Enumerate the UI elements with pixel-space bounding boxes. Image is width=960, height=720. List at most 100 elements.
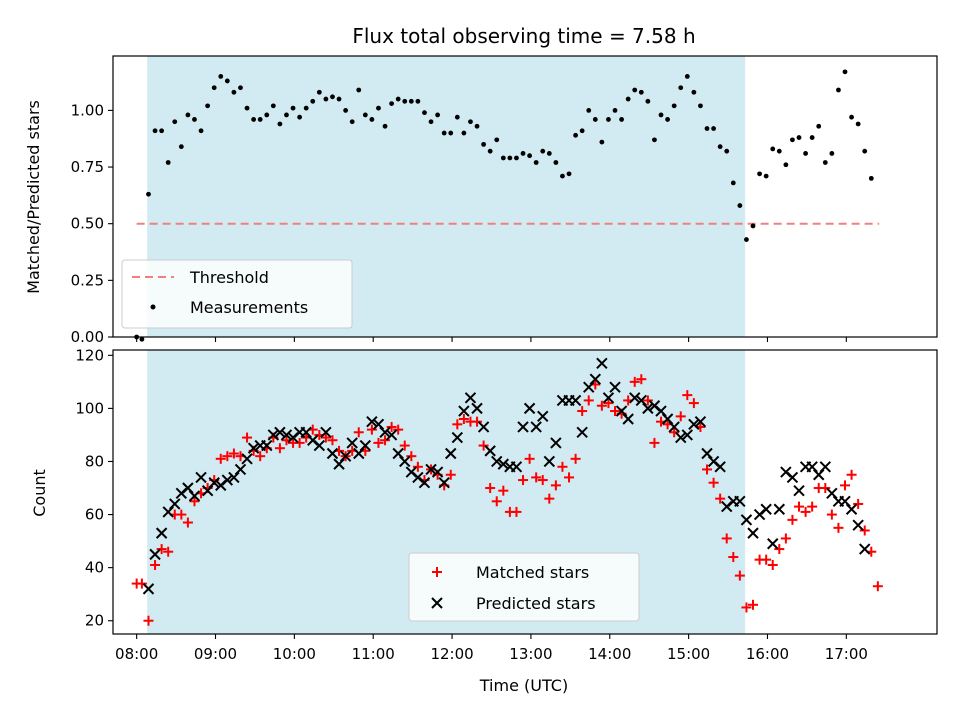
- predicted-star-point: [767, 538, 779, 550]
- measurement-point: [369, 117, 375, 122]
- measurement-point: [711, 126, 716, 131]
- x-tick-label: 10:00: [273, 645, 316, 663]
- measurement-point: [435, 112, 441, 118]
- predicted-star-point: [491, 455, 503, 468]
- matched-star-point: [853, 498, 864, 509]
- x-tick-label: 08:00: [115, 645, 158, 663]
- predicted-star-point: [576, 426, 588, 438]
- x-tick-label: 14:00: [588, 645, 631, 663]
- measurement-point: [481, 141, 487, 147]
- chart-title: Flux total observing time = 7.58 h: [352, 24, 695, 48]
- predicted-star-point: [188, 490, 201, 502]
- top-y-axis-label: Matched/Predicted stars: [24, 100, 43, 294]
- top-y-tick-label: 0.75: [71, 158, 104, 176]
- measurement-point: [356, 87, 362, 93]
- measurement-point: [724, 148, 730, 154]
- top-legend-box: [121, 259, 353, 329]
- predicted-star-point: [786, 471, 799, 484]
- measurement-point: [211, 85, 217, 91]
- predicted-star-point: [740, 514, 753, 526]
- matched-star-point: [570, 453, 581, 464]
- matched-star-point: [255, 451, 266, 462]
- measurement-point: [849, 114, 854, 120]
- measurement-point: [468, 119, 473, 125]
- matched-star-point: [294, 437, 305, 448]
- predicted-star-point: [431, 466, 444, 478]
- predicted-star-point: [221, 474, 234, 486]
- measurement-point: [395, 96, 401, 102]
- x-tick-label: 12:00: [430, 645, 473, 663]
- matched-star-point: [491, 496, 502, 507]
- measurement-point: [448, 130, 454, 136]
- matched-star-point: [610, 406, 621, 417]
- matched-star-point: [380, 435, 391, 446]
- x-tick-label: 09:00: [194, 645, 237, 663]
- top-y-axis-ticks: 0.00 0.25 0.50 0.75 1.00: [71, 101, 113, 346]
- matched-star-point: [156, 544, 167, 555]
- measurement-point: [290, 105, 296, 111]
- matched-star-point: [787, 514, 798, 525]
- measurement-point: [277, 121, 283, 127]
- measurement-point: [665, 117, 670, 122]
- measurement-point: [514, 155, 519, 161]
- matched-star-point: [150, 559, 161, 570]
- measurement-point: [579, 128, 585, 134]
- matched-star-point: [583, 395, 594, 406]
- measurement-point: [560, 173, 565, 179]
- bottom-plot-frame: [112, 349, 938, 635]
- measurement-point: [691, 89, 697, 95]
- measurement-point: [730, 180, 736, 186]
- measurement-point: [632, 87, 638, 93]
- measurement-point: [717, 144, 723, 150]
- predicted-star-point: [845, 503, 858, 515]
- predicted-star-point: [668, 421, 680, 433]
- matched-star-point: [846, 469, 857, 480]
- measurement-point: [822, 160, 828, 165]
- matched-star-point: [518, 475, 529, 486]
- measurement-point: [704, 126, 710, 131]
- predicted-star-point: [261, 439, 273, 452]
- measurement-point: [428, 119, 434, 125]
- predicted-star-point: [464, 392, 477, 404]
- measurement-point: [638, 89, 644, 95]
- predicted-star-point: [517, 421, 529, 433]
- matched-star-point: [478, 440, 489, 451]
- predicted-star-point: [734, 495, 746, 507]
- matched-star-point: [702, 464, 713, 475]
- matched-star-point: [498, 485, 509, 496]
- predicted-star-point: [385, 429, 398, 441]
- matched-star-point: [537, 475, 548, 486]
- measurement-point: [855, 121, 861, 127]
- matched-star-point: [642, 395, 653, 406]
- matched-star-point: [688, 398, 699, 409]
- predicted-star-point: [694, 415, 707, 428]
- measurement-point: [868, 175, 874, 181]
- matched-star-point: [182, 517, 193, 528]
- predicted-star-point: [451, 431, 464, 444]
- matched-star-point: [721, 533, 732, 544]
- predicted-star-point: [339, 450, 352, 462]
- matched-star-point: [274, 443, 285, 454]
- matched-star-point: [820, 483, 831, 494]
- predicted-star-point: [569, 394, 582, 407]
- measurement-point: [757, 171, 762, 177]
- measurement-point: [323, 96, 329, 102]
- predicted-star-point: [793, 484, 805, 497]
- predicted-star-point: [760, 503, 772, 515]
- measurement-point: [231, 89, 237, 95]
- predicted-star-point: [497, 458, 510, 470]
- measurement-point: [284, 112, 289, 118]
- measurement-point: [152, 128, 158, 134]
- predicted-star-point: [471, 402, 483, 415]
- measurement-point: [776, 148, 782, 154]
- measurement-point: [389, 101, 395, 106]
- predicted-star-point: [234, 463, 247, 476]
- legend-predicted-swatch: [431, 597, 443, 609]
- top-y-tick-label: 1.00: [71, 101, 104, 119]
- predicted-star-point: [320, 426, 332, 438]
- measurement-point: [796, 135, 802, 140]
- predicted-star-point: [510, 461, 523, 473]
- predicted-star-point: [852, 519, 864, 531]
- measurement-point: [592, 117, 598, 122]
- matched-star-point: [412, 461, 423, 472]
